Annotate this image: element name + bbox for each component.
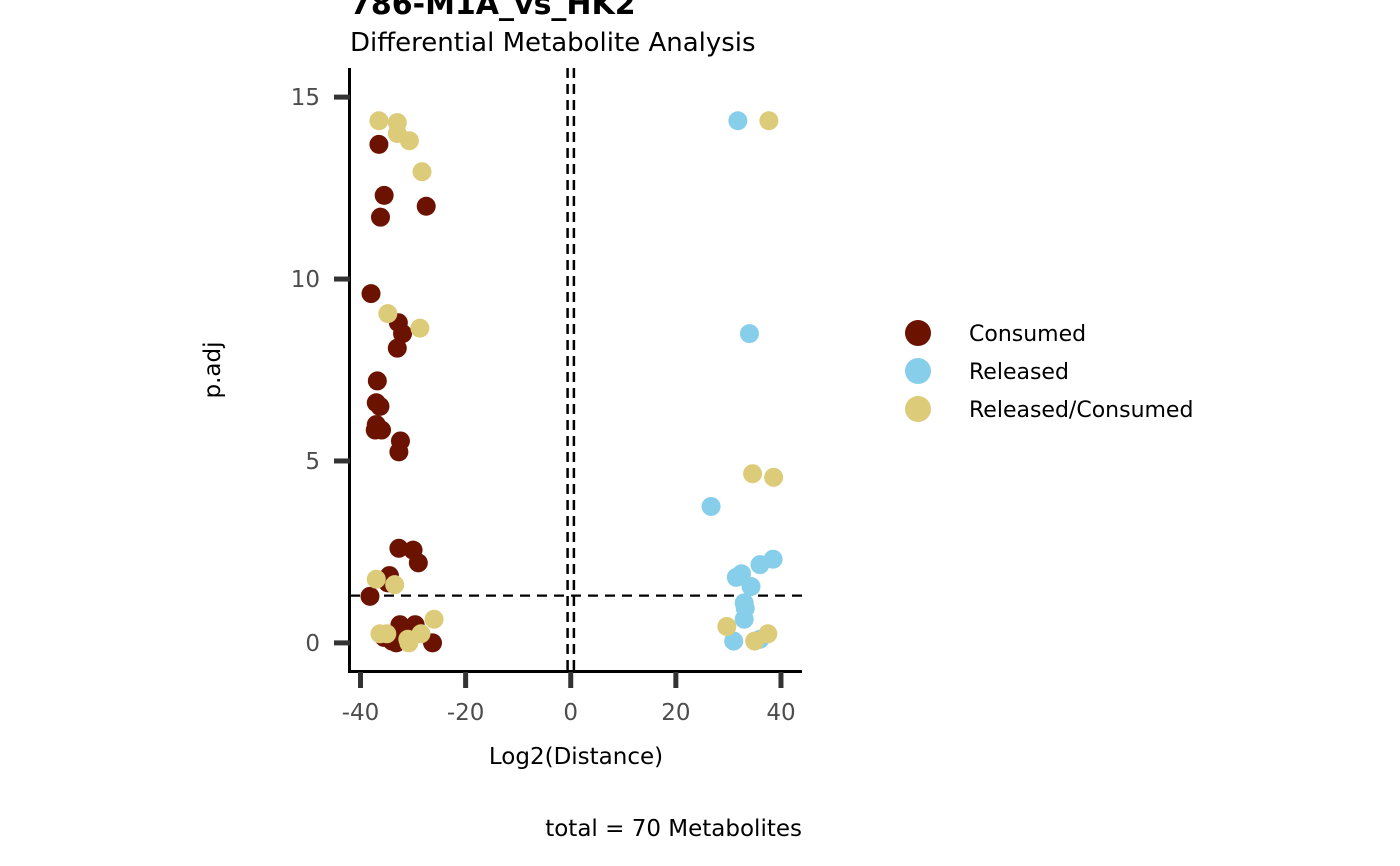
y-tick-label: 10 <box>291 267 320 293</box>
data-point <box>360 586 380 606</box>
data-point <box>724 631 744 651</box>
data-point <box>717 617 737 637</box>
data-point <box>734 609 754 629</box>
data-point <box>408 553 428 573</box>
data-point <box>378 304 398 324</box>
chart-caption: total = 70 Metabolites <box>545 816 802 842</box>
data-point <box>728 111 748 131</box>
data-point <box>759 111 779 131</box>
legend-label: Consumed <box>969 322 1086 347</box>
data-point <box>370 396 390 416</box>
y-axis-ticks: 0 5 10 15 <box>291 85 350 657</box>
data-point <box>366 569 386 589</box>
data-point <box>361 284 381 304</box>
data-point <box>399 633 419 653</box>
chart-title: 786-M1A_vs_HK2 <box>350 0 636 22</box>
legend-label: Released <box>969 360 1069 385</box>
series-released-consumed <box>366 111 784 653</box>
legend: Consumed Released Released/Consumed <box>905 320 1193 423</box>
y-tick-label: 5 <box>305 449 320 475</box>
data-point <box>385 575 405 595</box>
data-point <box>387 338 407 358</box>
data-point <box>750 555 770 575</box>
y-tick-label: 15 <box>291 85 320 111</box>
data-point <box>741 576 761 596</box>
data-point <box>416 196 436 216</box>
data-point <box>369 134 389 154</box>
x-tick-label: 20 <box>661 700 690 726</box>
data-point <box>410 318 430 338</box>
data-point <box>369 111 389 131</box>
x-tick-label: -20 <box>447 700 485 726</box>
data-point <box>372 420 392 440</box>
data-point <box>726 567 746 587</box>
y-axis-title: p.adj <box>200 342 226 399</box>
data-point <box>377 624 397 644</box>
chart-subtitle: Differential Metabolite Analysis <box>350 28 756 58</box>
series-released <box>701 111 783 651</box>
data-point <box>393 324 413 344</box>
legend-label: Released/Consumed <box>969 398 1193 423</box>
data-point <box>743 464 763 484</box>
data-point <box>399 131 419 151</box>
x-tick-label: -40 <box>342 700 380 726</box>
legend-key-consumed <box>905 320 931 346</box>
y-tick-label: 0 <box>305 631 320 657</box>
data-point <box>374 185 394 205</box>
x-tick-label: 40 <box>766 700 795 726</box>
x-axis-ticks: -40 -20 0 20 40 <box>342 672 796 726</box>
reference-lines <box>350 68 802 672</box>
data-point <box>424 609 444 629</box>
legend-key-released-consumed <box>905 396 931 422</box>
data-point <box>370 207 390 227</box>
legend-key-released <box>905 358 931 384</box>
data-point <box>389 442 409 462</box>
data-points <box>360 111 784 653</box>
data-point <box>739 324 759 344</box>
data-point <box>367 371 387 391</box>
x-axis-title: Log2(Distance) <box>489 744 663 770</box>
data-point <box>389 538 409 558</box>
data-point <box>764 467 784 487</box>
x-tick-label: 0 <box>563 700 578 726</box>
data-point <box>701 496 721 516</box>
data-point <box>412 162 432 182</box>
data-point <box>745 631 765 651</box>
